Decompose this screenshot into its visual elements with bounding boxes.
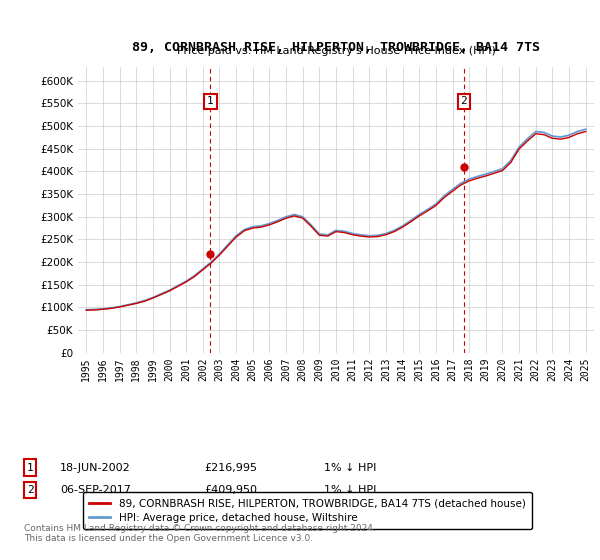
Point (206, 250, 215, 259)
Title: 89, CORNBRASH RISE, HILPERTON, TROWBRIDGE, BA14 7TS: 89, CORNBRASH RISE, HILPERTON, TROWBRIDG… (132, 40, 540, 54)
Text: 2: 2 (460, 96, 467, 106)
Text: 1% ↓ HPI: 1% ↓ HPI (324, 485, 376, 495)
Text: Price paid vs. HM Land Registry's House Price Index (HPI): Price paid vs. HM Land Registry's House … (176, 46, 496, 56)
Text: 1: 1 (26, 463, 34, 473)
Point (459, 162, 469, 171)
Text: Contains HM Land Registry data © Crown copyright and database right 2024.
This d: Contains HM Land Registry data © Crown c… (24, 524, 376, 543)
Text: £409,950: £409,950 (204, 485, 257, 495)
Text: 06-SEP-2017: 06-SEP-2017 (60, 485, 131, 495)
Legend: 89, CORNBRASH RISE, HILPERTON, TROWBRIDGE, BA14 7TS (detached house), HPI: Avera: 89, CORNBRASH RISE, HILPERTON, TROWBRIDG… (83, 492, 532, 529)
Text: 2: 2 (26, 485, 34, 495)
Text: 18-JUN-2002: 18-JUN-2002 (60, 463, 131, 473)
Text: 1% ↓ HPI: 1% ↓ HPI (324, 463, 376, 473)
Text: £216,995: £216,995 (204, 463, 257, 473)
Text: 1: 1 (207, 96, 214, 106)
